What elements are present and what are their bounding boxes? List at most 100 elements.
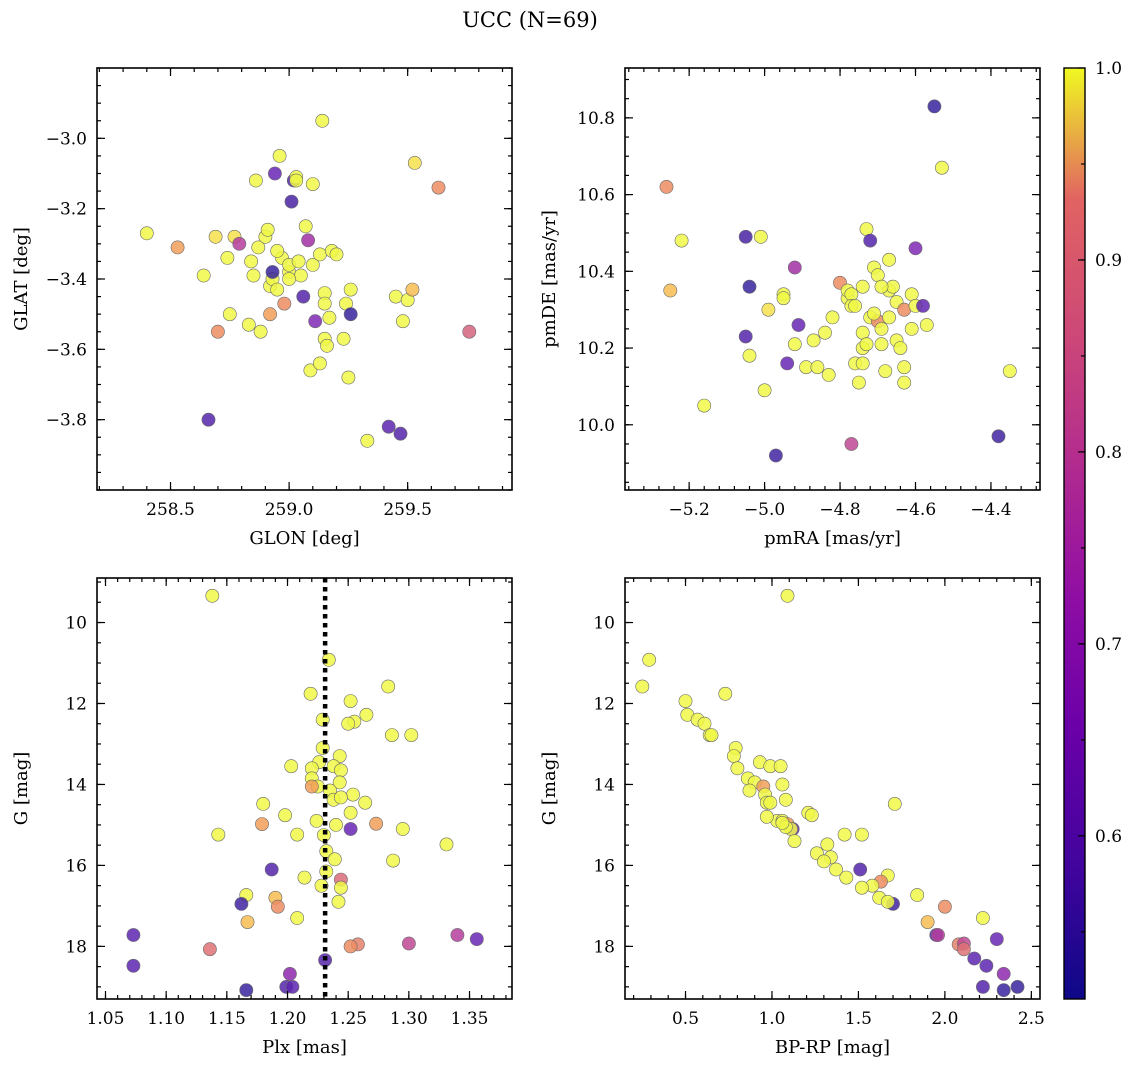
panel-bprp-g: 0.5 1.0 1.5 2.0 2.5 10 12 14 16 18 BP-RP [mag] G [m… bbox=[539, 577, 1045, 1058]
figure-title: UCC (N=69) bbox=[462, 8, 598, 32]
data-point bbox=[222, 307, 237, 322]
data-point bbox=[450, 928, 465, 942]
x-tick-label: 1.25 bbox=[329, 1009, 367, 1029]
x-tick-label: 1.05 bbox=[87, 1009, 125, 1029]
x-tick-label: 0.5 bbox=[672, 1009, 699, 1029]
data-point bbox=[126, 958, 141, 973]
data-point bbox=[787, 260, 802, 275]
data-point bbox=[908, 241, 923, 256]
data-point bbox=[329, 247, 344, 262]
data-point bbox=[678, 694, 693, 708]
data-point bbox=[253, 324, 268, 339]
data-point bbox=[904, 321, 919, 336]
data-point bbox=[938, 899, 952, 914]
data-point bbox=[395, 822, 410, 836]
data-point bbox=[395, 314, 410, 329]
data-point bbox=[404, 728, 419, 742]
data-point bbox=[763, 795, 778, 810]
x-tick-label: 1.5 bbox=[845, 1009, 872, 1029]
axes-frame bbox=[624, 577, 1041, 1000]
data-point bbox=[270, 899, 285, 914]
data-point bbox=[333, 880, 348, 895]
data-point bbox=[358, 795, 373, 810]
data-point bbox=[844, 437, 859, 451]
data-point bbox=[343, 822, 358, 836]
data-point bbox=[775, 777, 790, 792]
y-tick-label: 10 bbox=[593, 614, 615, 634]
data-point bbox=[320, 338, 334, 353]
data-point bbox=[407, 155, 422, 170]
data-point bbox=[401, 936, 416, 951]
data-point bbox=[304, 779, 319, 794]
points bbox=[126, 588, 484, 997]
y-tick-label: 10.0 bbox=[577, 416, 615, 436]
data-point bbox=[290, 827, 305, 842]
data-point bbox=[935, 160, 949, 175]
data-point bbox=[791, 318, 806, 332]
data-point bbox=[305, 257, 320, 272]
x-tick-label: 1.15 bbox=[208, 1009, 246, 1029]
colorbar-tick-label: 1.0 bbox=[1095, 59, 1122, 79]
y-tick-label: −3.8 bbox=[46, 411, 87, 431]
x-tick-label: −5.2 bbox=[668, 500, 709, 520]
data-point bbox=[359, 707, 374, 722]
data-point bbox=[897, 375, 912, 390]
data-point bbox=[855, 880, 869, 895]
x-axis-label: Plx [mas] bbox=[262, 1037, 347, 1058]
scatter-panels: 258.5 259.0 259.5 −3.8 −3.6 −3.4 −3.2 −3.0 GLON … bbox=[11, 67, 1045, 1058]
data-point bbox=[234, 897, 249, 911]
y-tick-label: −3.4 bbox=[46, 270, 87, 290]
data-point bbox=[317, 296, 332, 311]
data-point bbox=[251, 240, 266, 255]
x-tick-label: −5.0 bbox=[744, 500, 785, 520]
data-point bbox=[343, 805, 358, 820]
data-point bbox=[278, 808, 292, 823]
data-point bbox=[202, 942, 217, 957]
data-point bbox=[817, 854, 831, 869]
data-point bbox=[852, 375, 866, 390]
data-point bbox=[780, 588, 795, 603]
data-point bbox=[260, 222, 275, 237]
data-point bbox=[855, 279, 870, 294]
data-point bbox=[818, 325, 832, 340]
points bbox=[659, 99, 1017, 463]
colorbar-tick-label: 0.7 bbox=[1095, 635, 1122, 655]
data-point bbox=[309, 814, 324, 828]
data-point bbox=[343, 282, 358, 297]
y-tick-label: 16 bbox=[593, 856, 615, 876]
data-point bbox=[267, 166, 282, 181]
y-tick-label: −3.2 bbox=[46, 200, 87, 220]
data-point bbox=[381, 679, 396, 694]
data-point bbox=[346, 787, 360, 802]
data-point bbox=[919, 318, 934, 332]
data-point bbox=[341, 716, 356, 731]
data-point bbox=[887, 797, 902, 811]
colorbar-tick-label: 0.6 bbox=[1095, 827, 1122, 847]
data-point bbox=[859, 337, 874, 352]
axes-frame bbox=[96, 577, 513, 1000]
y-tick-label: 10.6 bbox=[577, 186, 615, 206]
data-point bbox=[388, 289, 403, 304]
data-point bbox=[256, 797, 271, 811]
data-point bbox=[431, 180, 446, 195]
data-point bbox=[867, 306, 881, 321]
x-tick-label: −4.8 bbox=[819, 500, 860, 520]
data-point bbox=[220, 250, 235, 265]
data-point bbox=[439, 837, 454, 852]
x-tick-label: 1.35 bbox=[451, 1009, 489, 1029]
data-point bbox=[880, 894, 895, 909]
x-tick-label: −4.4 bbox=[970, 500, 1011, 520]
y-tick-label: −3.6 bbox=[46, 340, 87, 360]
data-point bbox=[916, 298, 930, 313]
x-tick-label: −4.6 bbox=[895, 500, 936, 520]
data-point bbox=[241, 317, 256, 332]
data-point bbox=[757, 383, 772, 398]
data-point bbox=[336, 331, 351, 346]
data-point bbox=[642, 652, 657, 667]
x-axis-label: GLON [deg] bbox=[249, 528, 359, 549]
data-point bbox=[232, 236, 247, 251]
data-point bbox=[704, 728, 719, 742]
data-point bbox=[659, 179, 674, 194]
data-point bbox=[893, 341, 908, 355]
x-axis-label: BP-RP [mag] bbox=[775, 1037, 890, 1058]
